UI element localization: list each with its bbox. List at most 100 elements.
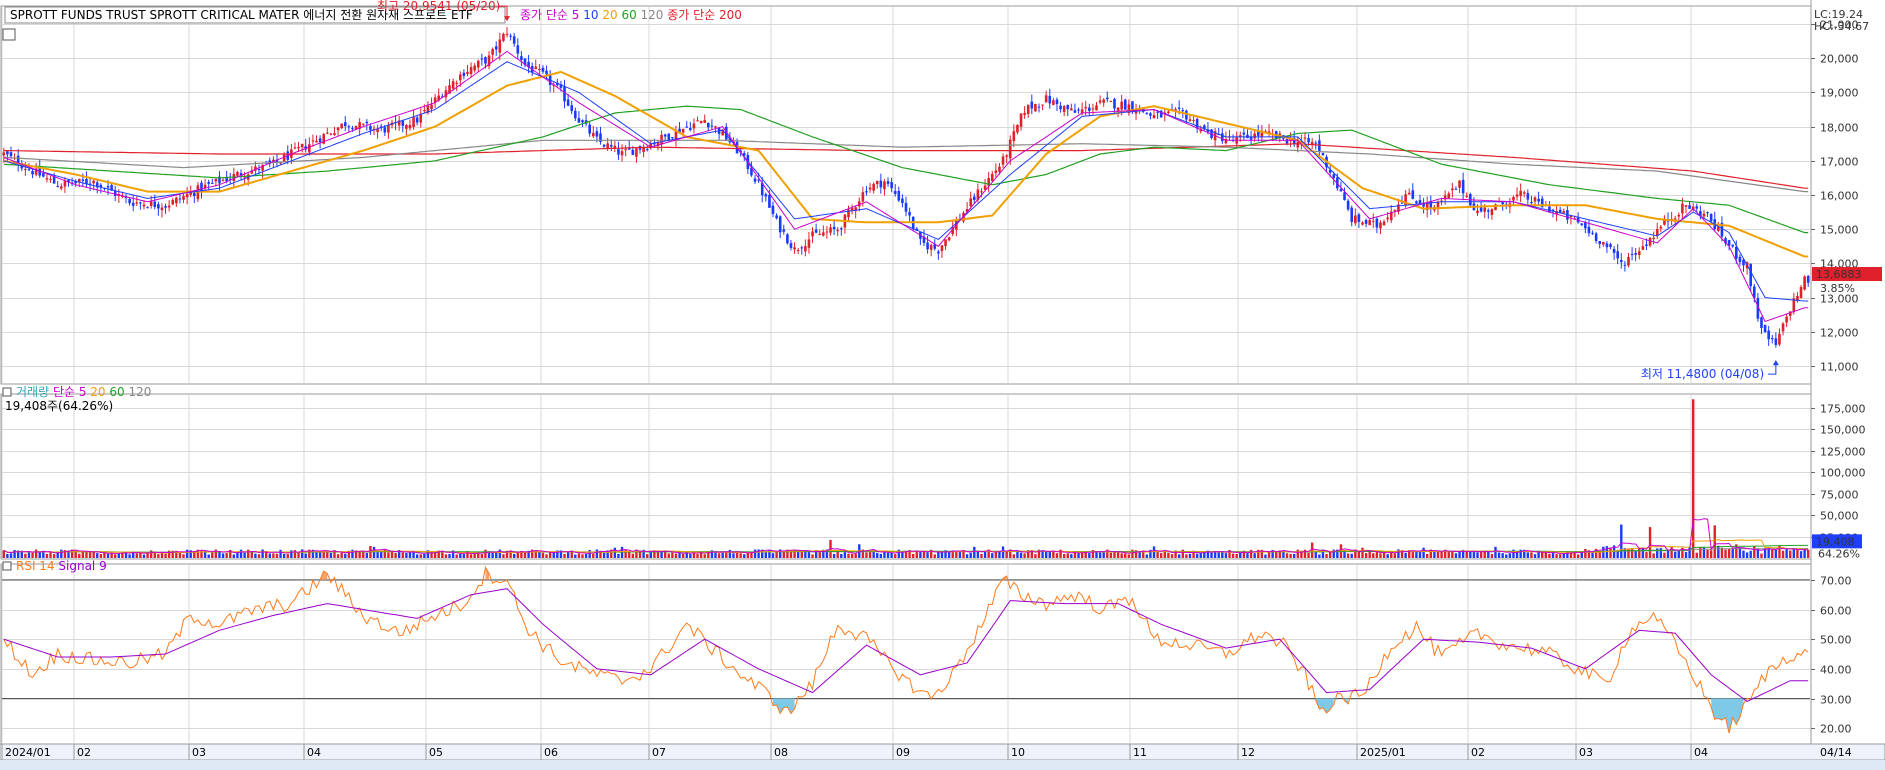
candle-body xyxy=(1702,213,1706,217)
volume-bar xyxy=(1440,551,1443,558)
volume-bar xyxy=(462,554,466,558)
xaxis-end-label: 04/14 xyxy=(1820,746,1852,759)
volume-bar xyxy=(581,554,584,558)
volume-bar xyxy=(861,549,865,558)
candle-body xyxy=(606,143,609,149)
candle-body xyxy=(1382,221,1386,226)
volume-bar xyxy=(836,550,839,558)
volume-bar xyxy=(1239,552,1242,558)
candle-body xyxy=(9,152,13,157)
volume-bar xyxy=(1221,551,1224,558)
volume-bar xyxy=(1120,553,1123,558)
volume-bar xyxy=(1001,546,1005,558)
candle-body xyxy=(88,183,92,185)
candle-body xyxy=(1055,99,1059,105)
candle-body xyxy=(1411,190,1415,199)
candle-body xyxy=(308,144,311,153)
candle-body xyxy=(1134,110,1138,114)
volume-bar xyxy=(530,549,534,558)
volume-bar xyxy=(987,549,990,558)
volume-bar xyxy=(56,552,59,558)
candle-body xyxy=(710,125,714,127)
volume-bar xyxy=(868,550,872,558)
volume-bar xyxy=(1062,553,1066,558)
volume-bar xyxy=(293,550,297,558)
volume-bar xyxy=(854,553,857,558)
candle-body xyxy=(1371,220,1375,222)
candle-body xyxy=(124,196,128,199)
volume-bar xyxy=(886,552,890,558)
volume-bar xyxy=(1591,551,1594,558)
candle-body xyxy=(1224,139,1228,144)
price-title: SPROTT FUNDS TRUST SPROTT CRITICAL MATER… xyxy=(10,8,473,22)
candle-body xyxy=(1796,296,1799,302)
candle-body xyxy=(1375,218,1379,228)
candle-body xyxy=(516,45,520,54)
volume-bar xyxy=(674,553,678,558)
candle-body xyxy=(854,207,857,212)
volume-bar xyxy=(976,551,980,558)
candle-body xyxy=(1188,119,1192,121)
candle-body xyxy=(279,162,282,164)
volume-bar xyxy=(139,552,142,558)
candle-body xyxy=(1429,200,1433,208)
volume-bar xyxy=(1763,547,1767,558)
volume-bar xyxy=(1091,550,1095,558)
volume-bar xyxy=(1310,542,1314,558)
volume-bar xyxy=(257,554,261,558)
volume-bar xyxy=(473,553,476,558)
candle-body xyxy=(236,171,239,176)
candle-body xyxy=(857,201,861,207)
volume-bar xyxy=(516,552,520,558)
candle-body xyxy=(336,127,340,131)
volume-bar xyxy=(904,550,908,558)
oversold-shade xyxy=(1315,698,1334,713)
volume-bar xyxy=(1659,548,1663,558)
volume-legend-item-2: 20 xyxy=(86,385,105,399)
candle-body xyxy=(972,196,976,200)
candle-body xyxy=(1016,124,1019,133)
candle-body xyxy=(1357,214,1361,222)
candle-body xyxy=(1598,241,1602,244)
volume-bar xyxy=(200,550,203,558)
volume-bar xyxy=(1242,550,1246,558)
volume-bar xyxy=(1555,554,1558,558)
volume-bar xyxy=(879,553,883,558)
volume-bar xyxy=(1152,546,1156,558)
candle-body xyxy=(667,133,671,140)
volume-bar xyxy=(1364,553,1368,558)
candle-body xyxy=(832,226,836,230)
candle-body xyxy=(721,129,724,136)
volume-bar xyxy=(333,550,336,558)
volume-bar xyxy=(103,552,106,558)
volume-bar xyxy=(261,549,264,558)
candle-body xyxy=(1221,133,1224,142)
candle-body xyxy=(329,133,333,135)
candle-body xyxy=(520,56,523,60)
volume-bar xyxy=(347,550,351,558)
candle-body xyxy=(1105,97,1109,100)
candle-body xyxy=(1788,311,1792,316)
volume-bar xyxy=(1059,549,1062,558)
volume-bar xyxy=(106,553,110,558)
candle-body xyxy=(904,202,908,212)
price-ytick-label-0: 11,000 xyxy=(1820,361,1859,374)
volume-bar xyxy=(1257,549,1260,558)
candle-body xyxy=(1292,138,1296,145)
candle-body xyxy=(498,39,502,53)
volume-bar xyxy=(1271,550,1274,558)
volume-bar xyxy=(2,550,5,558)
candle-body xyxy=(786,234,789,244)
volume-bar xyxy=(1134,550,1138,558)
volume-bar xyxy=(1127,554,1131,558)
last-volume-box xyxy=(1812,534,1862,549)
volume-bar xyxy=(318,551,322,558)
volume-bar xyxy=(592,553,595,558)
volume-bar xyxy=(49,552,52,558)
candle-body xyxy=(1533,197,1537,202)
candle-body xyxy=(1738,256,1742,263)
candle-body xyxy=(200,182,203,192)
candle-body xyxy=(458,74,462,81)
volume-bar xyxy=(1796,548,1799,558)
